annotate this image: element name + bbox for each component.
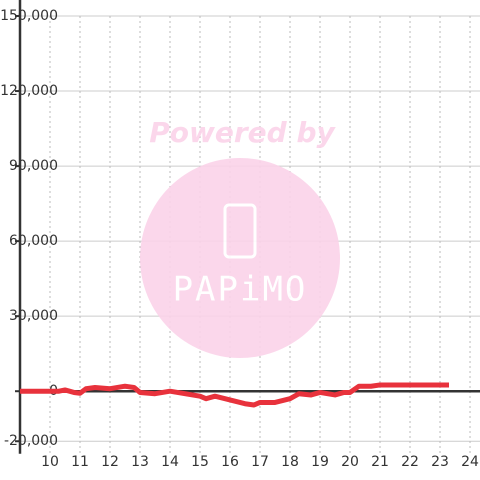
data-line xyxy=(20,382,450,408)
x-tick-label: 19 xyxy=(311,454,329,470)
x-tick-label: 20 xyxy=(341,454,359,470)
x-tick-label: 13 xyxy=(131,454,149,470)
x-tick-label: 17 xyxy=(251,454,269,470)
x-tick-label: 24 xyxy=(461,454,479,470)
y-tick-label: 150,000 xyxy=(0,8,58,24)
y-tick-label: -20,000 xyxy=(4,433,58,449)
x-tick-label: 14 xyxy=(161,454,179,470)
x-tick-label: 21 xyxy=(371,454,389,470)
y-tick-label: 30,000 xyxy=(9,308,58,324)
x-tick-label: 12 xyxy=(101,454,119,470)
x-tick-label: 11 xyxy=(71,454,89,470)
plot: -20,000030,00060,00090,000120,000150,000… xyxy=(0,0,480,470)
x-tick-label: 18 xyxy=(281,454,299,470)
watermark-logo: PAPiMO xyxy=(173,270,308,310)
x-tick-label: 16 xyxy=(221,454,239,470)
y-tick-label: 90,000 xyxy=(9,158,58,174)
y-tick-label: 60,000 xyxy=(9,233,58,249)
y-tick-label: 120,000 xyxy=(0,83,58,99)
x-tick-label: 23 xyxy=(431,454,449,470)
watermark-phone xyxy=(223,203,257,259)
watermark-title: Powered by xyxy=(149,116,336,149)
x-tick-label: 10 xyxy=(41,454,59,470)
x-tick-label: 22 xyxy=(401,454,419,470)
watermark: Powered by PAPiMO xyxy=(140,116,340,358)
x-tick-label: 15 xyxy=(191,454,209,470)
